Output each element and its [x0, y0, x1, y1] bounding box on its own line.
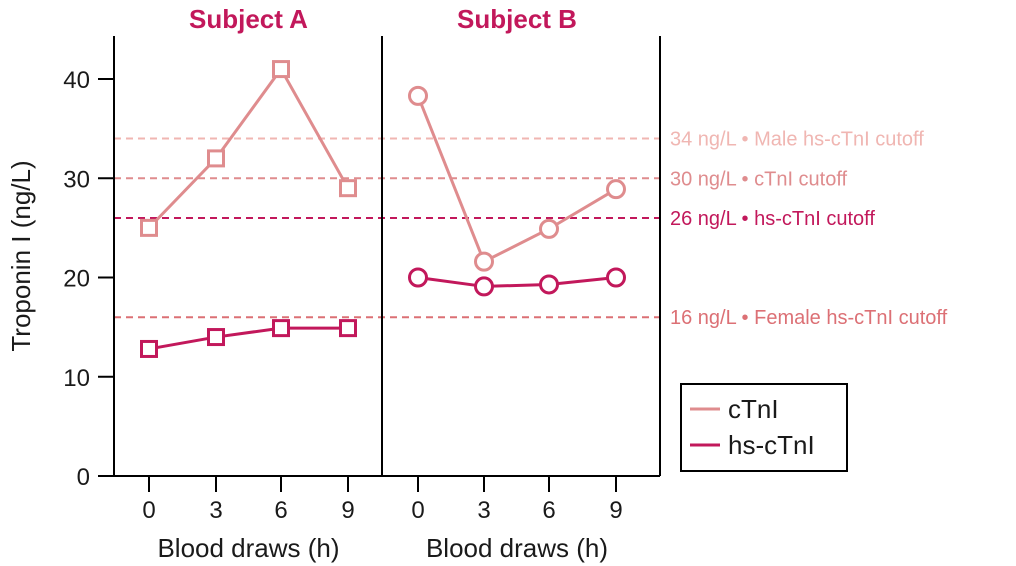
data-point-0-cTnI-9: [339, 179, 357, 198]
reference-label-26: 26 ng/L • hs-cTnI cutoff: [670, 208, 875, 230]
x-tick-label-0-9: 9: [341, 497, 354, 524]
y-tick-label-10: 10: [63, 365, 90, 392]
data-point-1-cTnI-3: [474, 251, 494, 272]
x-axis-label-b: Blood draws (h): [426, 533, 608, 563]
data-point-0-hs-cTnI-3: [207, 328, 225, 347]
legend-label-cTnI: cTnI: [728, 394, 779, 424]
labels-layer: 34 ng/L • Male hs-cTnI cutoff 30 ng/L • c…: [6, 4, 948, 563]
data-point-1-cTnI-9: [606, 179, 626, 200]
legend: cTnI hs-cTnI: [680, 383, 848, 472]
reference-label-30: 30 ng/L • cTnI cutoff: [670, 168, 848, 190]
panel-title-a: Subject A: [189, 4, 308, 34]
y-axis-label: Troponin I (ng/L): [6, 160, 36, 351]
x-tick-label-1-6: 6: [542, 497, 555, 524]
data-point-0-cTnI-3: [207, 149, 225, 168]
reference-label-16: 16 ng/L • Female hs-cTnI cutoff: [670, 307, 948, 329]
data-point-0-hs-cTnI-0: [140, 339, 158, 358]
y-tick-label-20: 20: [63, 266, 90, 293]
x-tick-label-0-6: 6: [274, 497, 287, 524]
series-line-1-hs-cTnI: [417, 276, 617, 288]
y-tick-label-30: 30: [63, 166, 90, 193]
legend-label-hs-cTnI: hs-cTnI: [728, 430, 815, 460]
x-tick-label-1-0: 0: [411, 497, 424, 524]
x-axis-label-a: Blood draws (h): [157, 533, 339, 563]
data-point-1-hs-cTnI-6: [539, 274, 559, 295]
series-line-1-cTnI: [416, 95, 617, 264]
data-point-1-hs-cTnI-0: [408, 267, 428, 288]
panel-title-b: Subject B: [457, 4, 577, 34]
data-point-1-cTnI-6: [539, 218, 559, 239]
data-point-0-hs-cTnI-6: [272, 319, 290, 338]
series-line-0-cTnI: [147, 66, 350, 229]
data-point-1-cTnI-0: [408, 85, 428, 106]
axes: [98, 36, 661, 492]
data-point-1-hs-cTnI-3: [474, 276, 494, 297]
series-layer: [140, 60, 626, 358]
x-tick-label-0-3: 3: [209, 497, 222, 524]
data-point-0-cTnI-6: [272, 60, 290, 79]
y-tick-label-40: 40: [63, 67, 90, 94]
data-point-1-hs-cTnI-9: [606, 267, 626, 288]
x-tick-label-0-0: 0: [142, 497, 155, 524]
reference-lines: [114, 137, 660, 319]
series-line-0-hs-cTnI: [148, 326, 348, 351]
x-tick-label-1-3: 3: [477, 497, 490, 524]
y-tick-label-0: 0: [77, 464, 90, 491]
reference-label-34: 34 ng/L • Male hs-cTnI cutoff: [670, 129, 924, 151]
data-point-0-hs-cTnI-9: [339, 319, 357, 338]
legend-box: [680, 383, 848, 472]
data-point-0-cTnI-0: [140, 218, 158, 237]
x-tick-label-1-9: 9: [609, 497, 622, 524]
